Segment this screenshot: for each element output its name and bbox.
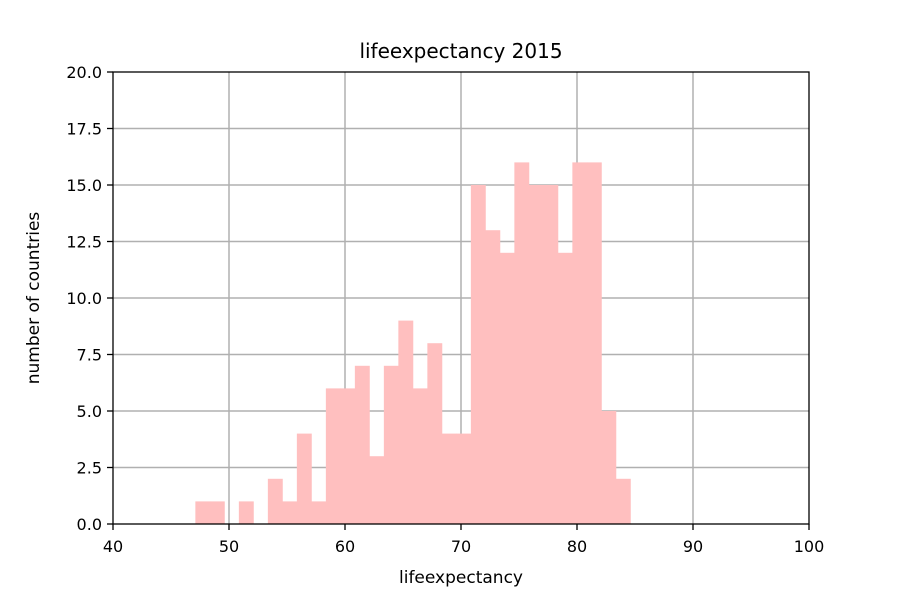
x-tick-labels: 40 50 60 70 80 90 100 bbox=[103, 537, 824, 556]
y-tick-label: 20.0 bbox=[66, 63, 102, 82]
histogram-bar bbox=[267, 478, 283, 524]
histogram-bar bbox=[441, 433, 457, 524]
histogram-bar bbox=[354, 365, 370, 524]
y-axis-title: number of countries bbox=[24, 212, 44, 385]
histogram-bar bbox=[543, 185, 559, 524]
histogram-bar bbox=[369, 456, 385, 524]
x-tick-label: 80 bbox=[567, 537, 587, 556]
histogram-bar bbox=[427, 343, 443, 524]
y-tick-label: 0.0 bbox=[77, 515, 102, 534]
histogram-bar bbox=[572, 162, 588, 524]
histogram-bar bbox=[209, 501, 225, 524]
histogram-bar bbox=[238, 501, 254, 524]
histogram-bar bbox=[398, 320, 414, 524]
x-tick-label: 90 bbox=[683, 537, 703, 556]
y-tick-labels: 0.0 2.5 5.0 7.5 10.0 12.5 15.0 17.5 20.0 bbox=[66, 63, 102, 534]
histogram-bar bbox=[586, 162, 602, 524]
histogram-bar bbox=[456, 433, 472, 524]
histogram-bar bbox=[615, 478, 631, 524]
y-tick-label: 10.0 bbox=[66, 289, 102, 308]
x-axis-title: lifeexpectancy bbox=[399, 568, 523, 588]
histogram-bar bbox=[195, 501, 211, 524]
y-tick-label: 15.0 bbox=[66, 176, 102, 195]
axis-ticks bbox=[107, 71, 810, 530]
x-tick-label: 50 bbox=[219, 537, 239, 556]
histogram-bar bbox=[282, 501, 298, 524]
histogram-bar bbox=[470, 185, 486, 524]
chart-title: lifeexpectancy 2015 bbox=[359, 39, 562, 63]
histogram-bar bbox=[325, 388, 341, 524]
histogram-bar bbox=[528, 185, 544, 524]
histogram-bar bbox=[514, 162, 530, 524]
x-tick-label: 100 bbox=[794, 537, 825, 556]
histogram-bar bbox=[557, 252, 573, 525]
x-tick-label: 40 bbox=[103, 537, 123, 556]
y-tick-label: 5.0 bbox=[77, 402, 102, 421]
histogram-bar bbox=[412, 388, 428, 524]
x-tick-label: 60 bbox=[335, 537, 355, 556]
histogram-bar bbox=[601, 411, 617, 524]
y-tick-label: 7.5 bbox=[77, 346, 102, 365]
y-tick-label: 12.5 bbox=[66, 233, 102, 252]
y-tick-label: 2.5 bbox=[77, 459, 102, 478]
y-tick-label: 17.5 bbox=[66, 120, 102, 139]
histogram-bar bbox=[383, 365, 399, 524]
x-tick-label: 70 bbox=[451, 537, 471, 556]
histogram-bar bbox=[311, 501, 327, 524]
histogram-bar bbox=[499, 252, 515, 525]
histogram-bar bbox=[296, 433, 312, 524]
histogram-bars bbox=[195, 162, 631, 525]
histogram-bar bbox=[340, 388, 356, 524]
histogram-bar bbox=[485, 230, 501, 524]
